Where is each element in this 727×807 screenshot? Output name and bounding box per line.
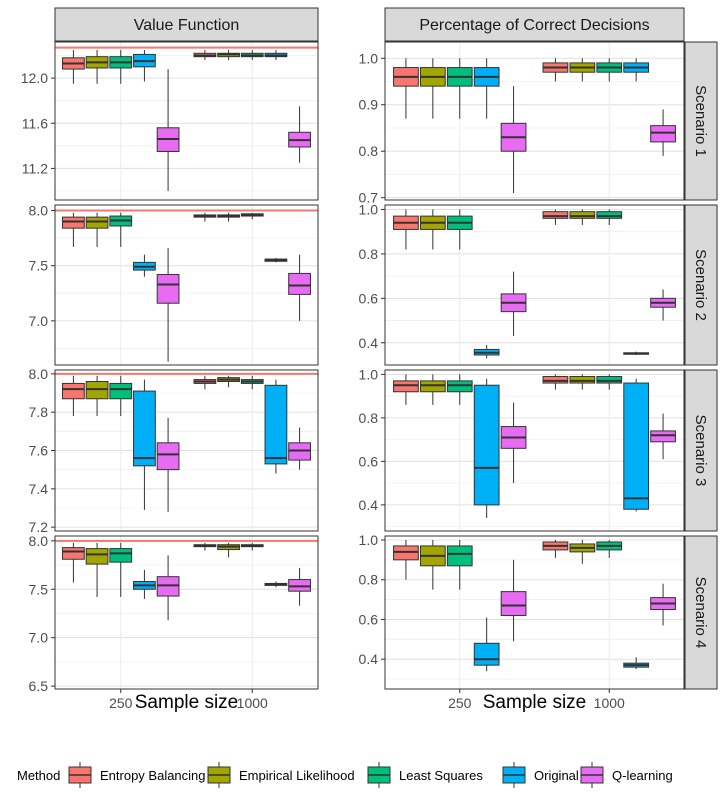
legend-label: Least Squares — [399, 768, 483, 783]
legend-key-empirical-likelihood: Empirical Likelihood — [205, 761, 355, 789]
box-original — [473, 384, 500, 506]
y-tick-label: 0.7 — [359, 190, 379, 206]
y-tick-label: 1.0 — [359, 532, 379, 548]
facet-title-value-function: Value Function — [134, 17, 240, 34]
y-tick-label: 1.0 — [359, 50, 379, 66]
facet-title-correct-decisions: Percentage of Correct Decisions — [419, 17, 649, 34]
legend-label: Entropy Balancing — [100, 768, 206, 783]
legend-label: Original — [534, 768, 579, 783]
facet-strip-scenario-4: Scenario 4 — [692, 577, 709, 649]
legend-key-entropy-balancing: Entropy Balancing — [66, 761, 206, 789]
box-least-squares — [596, 211, 623, 219]
box-empirical-likelihood — [569, 211, 596, 219]
y-tick-label: 7.5 — [29, 258, 49, 274]
box-entropy-balancing — [393, 380, 419, 393]
box-empirical-likelihood — [419, 380, 446, 393]
y-tick-label: 7.0 — [29, 630, 49, 646]
y-tick-label: 0.9 — [359, 97, 379, 113]
y-tick-label: 8.0 — [29, 533, 49, 549]
box-least-squares — [109, 382, 133, 400]
legend: Method Entropy Balancing Empirical Likeli… — [17, 761, 673, 789]
box-empirical-likelihood — [569, 376, 596, 384]
box-q-learning — [500, 591, 527, 616]
box-least-squares — [596, 376, 623, 384]
box-least-squares — [446, 380, 473, 393]
y-tick-label: 7.2 — [29, 519, 49, 535]
y-tick-label: 0.8 — [359, 246, 379, 262]
box-entropy-balancing — [542, 211, 569, 219]
y-tick-label: 7.5 — [29, 581, 49, 597]
y-tick-label: 0.4 — [359, 497, 379, 513]
legend-title: Method — [17, 768, 60, 783]
y-tick-label: 0.8 — [359, 572, 379, 588]
y-tick-label: 7.6 — [29, 443, 49, 459]
legend-key-q-learning: Q-learning — [578, 761, 673, 789]
box-q-learning — [650, 125, 676, 143]
x-axis-title-right: Sample size — [483, 692, 587, 713]
legend-key-least-squares: Least Squares — [365, 761, 483, 789]
y-tick-label: 0.4 — [359, 651, 379, 667]
facet-strip-scenario-3: Scenario 3 — [692, 415, 709, 487]
x-tick-label: 250 — [109, 695, 133, 711]
y-tick-label: 7.8 — [29, 404, 49, 420]
y-tick-label: 11.6 — [22, 115, 48, 131]
y-tick-label: 7.4 — [29, 481, 49, 497]
legend-key-original: Original — [500, 761, 579, 789]
box-entropy-balancing — [62, 382, 85, 400]
y-tick-label: 7.0 — [29, 313, 49, 329]
box-empirical-likelihood — [85, 216, 109, 229]
y-tick-label: 0.6 — [359, 290, 379, 306]
y-tick-label: 0.6 — [359, 453, 379, 469]
y-tick-label: 0.4 — [359, 335, 379, 351]
box-original — [473, 642, 500, 666]
facet-strip-scenario-1: Scenario 1 — [692, 85, 709, 157]
y-tick-label: 0.6 — [359, 611, 379, 627]
y-tick-label: 1.0 — [359, 201, 379, 217]
box-least-squares — [446, 545, 473, 567]
y-tick-label: 6.5 — [29, 678, 49, 694]
box-original — [623, 382, 650, 510]
x-tick-label: 250 — [448, 695, 472, 711]
box-q-learning — [288, 272, 311, 295]
legend-label: Q-learning — [612, 768, 673, 783]
y-tick-label: 1.0 — [359, 366, 379, 382]
box-q-learning — [156, 442, 180, 471]
y-tick-label: 0.8 — [359, 143, 379, 159]
y-tick-label: 0.8 — [359, 410, 379, 426]
box-original — [264, 384, 288, 465]
box-least-squares — [109, 548, 133, 563]
box-entropy-balancing — [542, 376, 569, 384]
y-tick-label: 8.0 — [29, 203, 49, 219]
box-empirical-likelihood — [85, 548, 109, 565]
x-tick-label: 1000 — [237, 695, 268, 711]
x-tick-label: 1000 — [594, 695, 625, 711]
y-tick-label: 12.0 — [21, 70, 48, 86]
x-axis-title-left: Sample size — [135, 692, 239, 713]
facet-strip-scenario-2: Scenario 2 — [692, 249, 709, 321]
box-original — [133, 390, 156, 467]
y-tick-label: 8.0 — [29, 366, 49, 382]
box-q-learning — [650, 430, 676, 443]
y-tick-label: 11.2 — [22, 160, 48, 176]
box-q-learning — [156, 274, 180, 304]
legend-label: Empirical Likelihood — [239, 768, 355, 783]
box-entropy-balancing — [62, 216, 85, 229]
box-entropy-balancing — [62, 547, 85, 560]
